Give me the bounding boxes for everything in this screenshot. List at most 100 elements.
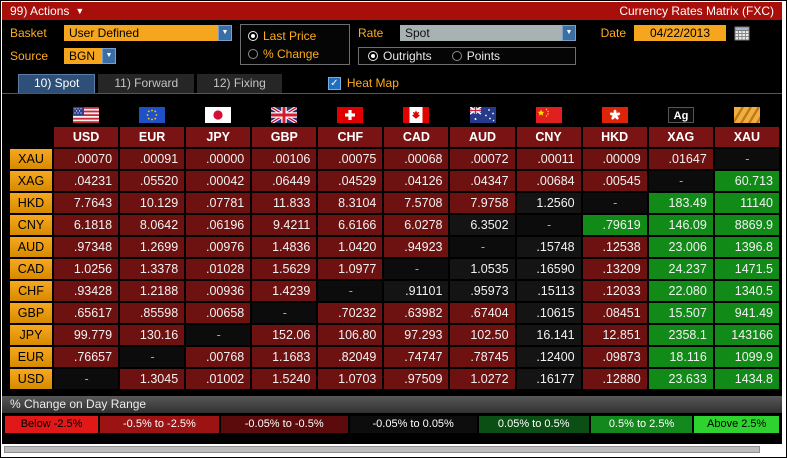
actions-menu[interactable]: 99) Actions ▼	[10, 4, 84, 18]
cell-eur-hkd[interactable]: .09873	[582, 347, 647, 367]
cell-usd-eur[interactable]: 1.3045	[120, 369, 185, 389]
cell-xag-usd[interactable]: .04231	[54, 171, 119, 191]
cell-xag-hkd[interactable]: .00545	[582, 171, 647, 191]
cell-jpy-cny[interactable]: 16.141	[516, 325, 581, 345]
row-header-cny[interactable]: CNY	[10, 215, 52, 235]
cell-jpy-chf[interactable]: 106.80	[318, 325, 383, 345]
cell-usd-chf[interactable]: 1.0703	[318, 369, 383, 389]
cell-cny-xag[interactable]: 146.09	[648, 215, 713, 235]
horizontal-scrollbar[interactable]	[4, 446, 760, 453]
column-header-cny[interactable]: CNY	[516, 127, 581, 147]
calendar-icon[interactable]	[734, 25, 750, 41]
tab-12-fixing[interactable]: 12) Fixing	[197, 74, 282, 93]
cell-aud-jpy[interactable]: .00976	[186, 237, 251, 257]
chevron-down-icon[interactable]: ▼	[562, 25, 576, 41]
cell-gbp-xau[interactable]: 941.49	[714, 303, 779, 323]
cell-hkd-cad[interactable]: 7.5708	[384, 193, 449, 213]
column-header-chf[interactable]: CHF	[318, 127, 383, 147]
cell-eur-eur[interactable]: -	[120, 347, 185, 367]
cell-xag-jpy[interactable]: .00042	[186, 171, 251, 191]
row-header-cad[interactable]: CAD	[10, 259, 52, 279]
cell-aud-cad[interactable]: .94923	[384, 237, 449, 257]
radio-outrights[interactable]: Outrights	[368, 49, 432, 63]
cell-xau-gbp[interactable]: .00106	[252, 149, 317, 169]
cell-jpy-jpy[interactable]: -	[186, 325, 251, 345]
cell-chf-gbp[interactable]: 1.4239	[252, 281, 317, 301]
cell-xau-xag[interactable]: .01647	[648, 149, 713, 169]
cell-gbp-aud[interactable]: .67404	[450, 303, 515, 323]
cell-chf-xag[interactable]: 22.080	[648, 281, 713, 301]
cell-eur-xau[interactable]: 1099.9	[714, 347, 779, 367]
column-header-jpy[interactable]: JPY	[186, 127, 251, 147]
cell-cad-cny[interactable]: .16590	[516, 259, 581, 279]
cell-xag-cad[interactable]: .04126	[384, 171, 449, 191]
cell-chf-eur[interactable]: 1.2188	[120, 281, 185, 301]
column-header-eur[interactable]: EUR	[120, 127, 185, 147]
cell-cny-gbp[interactable]: 9.4211	[252, 215, 317, 235]
cell-jpy-gbp[interactable]: 152.06	[252, 325, 317, 345]
cell-chf-usd[interactable]: .93428	[54, 281, 119, 301]
radio-pct-change[interactable]: % Change	[248, 47, 342, 61]
chevron-down-icon[interactable]: ▼	[218, 25, 232, 41]
cell-usd-hkd[interactable]: .12880	[582, 369, 647, 389]
cell-chf-chf[interactable]: -	[318, 281, 383, 301]
cell-cad-chf[interactable]: 1.0977	[318, 259, 383, 279]
column-header-xau[interactable]: XAU	[714, 127, 779, 147]
cell-hkd-aud[interactable]: 7.9758	[450, 193, 515, 213]
cell-usd-usd[interactable]: -	[54, 369, 119, 389]
cell-xag-xau[interactable]: 60.713	[714, 171, 779, 191]
cell-eur-cad[interactable]: .74747	[384, 347, 449, 367]
cell-gbp-xag[interactable]: 15.507	[648, 303, 713, 323]
cell-aud-usd[interactable]: .97348	[54, 237, 119, 257]
cell-gbp-cad[interactable]: .63982	[384, 303, 449, 323]
cell-xau-eur[interactable]: .00091	[120, 149, 185, 169]
cell-xag-gbp[interactable]: .06449	[252, 171, 317, 191]
cell-xag-eur[interactable]: .05520	[120, 171, 185, 191]
row-header-usd[interactable]: USD	[10, 369, 52, 389]
cell-hkd-usd[interactable]: 7.7643	[54, 193, 119, 213]
cell-aud-hkd[interactable]: .12538	[582, 237, 647, 257]
cell-eur-cny[interactable]: .12400	[516, 347, 581, 367]
row-header-jpy[interactable]: JPY	[10, 325, 52, 345]
cell-gbp-eur[interactable]: .85598	[120, 303, 185, 323]
cell-xau-hkd[interactable]: .00009	[582, 149, 647, 169]
cell-cny-hkd[interactable]: .79619	[582, 215, 647, 235]
rate-dropdown[interactable]: Spot ▼	[400, 25, 576, 41]
cell-jpy-cad[interactable]: 97.293	[384, 325, 449, 345]
cell-cad-jpy[interactable]: .01028	[186, 259, 251, 279]
heatmap-checkbox[interactable]: ✓ Heat Map	[327, 76, 399, 90]
cell-usd-xau[interactable]: 1434.8	[714, 369, 779, 389]
cell-xag-xag[interactable]: -	[648, 171, 713, 191]
cell-cad-usd[interactable]: 1.0256	[54, 259, 119, 279]
cell-chf-cny[interactable]: .15113	[516, 281, 581, 301]
cell-chf-aud[interactable]: .95973	[450, 281, 515, 301]
column-header-xag[interactable]: XAG	[648, 127, 713, 147]
cell-gbp-cny[interactable]: .10615	[516, 303, 581, 323]
cell-aud-xau[interactable]: 1396.8	[714, 237, 779, 257]
column-header-aud[interactable]: AUD	[450, 127, 515, 147]
cell-chf-xau[interactable]: 1340.5	[714, 281, 779, 301]
cell-aud-cny[interactable]: .15748	[516, 237, 581, 257]
cell-cad-cad[interactable]: -	[384, 259, 449, 279]
cell-jpy-xau[interactable]: 143166	[714, 325, 779, 345]
row-header-aud[interactable]: AUD	[10, 237, 52, 257]
cell-xag-aud[interactable]: .04347	[450, 171, 515, 191]
column-header-usd[interactable]: USD	[54, 127, 119, 147]
cell-jpy-usd[interactable]: 99.779	[54, 325, 119, 345]
cell-hkd-eur[interactable]: 10.129	[120, 193, 185, 213]
cell-aud-chf[interactable]: 1.0420	[318, 237, 383, 257]
cell-eur-gbp[interactable]: 1.1683	[252, 347, 317, 367]
cell-usd-cad[interactable]: .97509	[384, 369, 449, 389]
cell-hkd-hkd[interactable]: -	[582, 193, 647, 213]
cell-hkd-cny[interactable]: 1.2560	[516, 193, 581, 213]
cell-usd-gbp[interactable]: 1.5240	[252, 369, 317, 389]
cell-aud-gbp[interactable]: 1.4836	[252, 237, 317, 257]
cell-xau-aud[interactable]: .00072	[450, 149, 515, 169]
cell-aud-xag[interactable]: 23.006	[648, 237, 713, 257]
date-input[interactable]: 04/22/2013	[634, 25, 726, 41]
cell-hkd-xau[interactable]: 11140	[714, 193, 779, 213]
cell-gbp-gbp[interactable]: -	[252, 303, 317, 323]
cell-gbp-hkd[interactable]: .08451	[582, 303, 647, 323]
row-header-hkd[interactable]: HKD	[10, 193, 52, 213]
cell-cny-cad[interactable]: 6.0278	[384, 215, 449, 235]
